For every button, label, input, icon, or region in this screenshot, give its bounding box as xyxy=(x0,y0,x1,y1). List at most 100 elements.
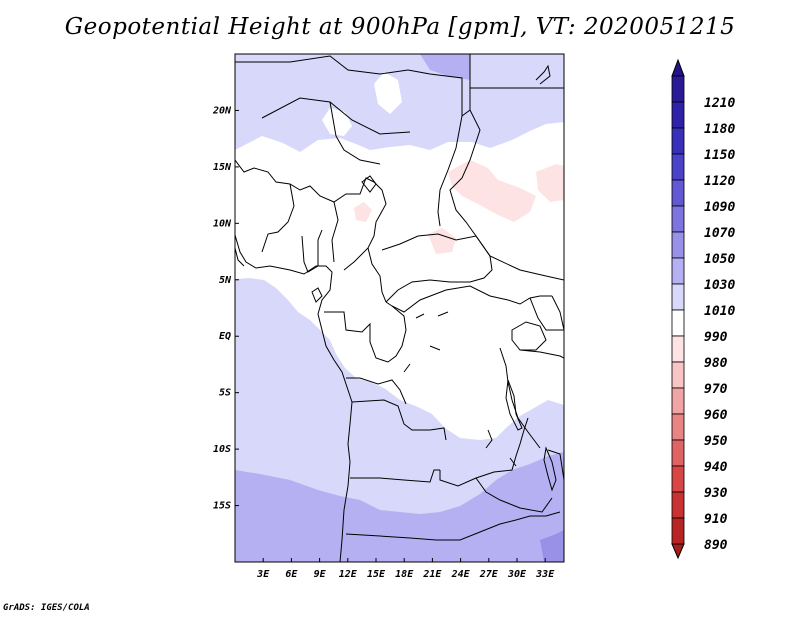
colorbar-label: 1070 xyxy=(704,226,735,241)
border-mali-algeria xyxy=(261,97,411,135)
lon-tick-label: 6E xyxy=(285,569,298,580)
colorbar-label: 890 xyxy=(704,538,728,553)
colorbar-swatch xyxy=(671,75,685,103)
colorbar-label: 960 xyxy=(704,408,728,423)
lake-chad xyxy=(361,175,377,193)
coast-east xyxy=(551,295,564,331)
colorbar-swatch xyxy=(671,231,685,259)
colorbar-label: 1010 xyxy=(704,304,735,319)
lat-tick-label: 5N xyxy=(219,275,232,286)
lake-malawi xyxy=(543,446,557,492)
map-frame xyxy=(234,53,565,563)
lat-tick-label: 5S xyxy=(219,388,231,399)
lake-volta xyxy=(311,287,323,303)
country-borders xyxy=(235,54,564,562)
colorbar-swatch xyxy=(671,387,685,415)
border-uganda-kenya xyxy=(529,297,564,331)
colorbar-label: 1090 xyxy=(704,200,735,215)
colorbar-label: 970 xyxy=(704,382,728,397)
colorbar-swatch xyxy=(671,153,685,181)
lon-tick-label: 24E xyxy=(451,569,471,580)
lon-tick-label: 12E xyxy=(339,569,358,580)
lat-tick-label: 10N xyxy=(213,218,232,229)
lon-tick-label: 30E xyxy=(507,569,527,580)
lon-tick-label: 15E xyxy=(367,569,386,580)
border-angola-south xyxy=(350,469,440,483)
lon-tick-label: 21E xyxy=(422,569,442,580)
field-white-north-patch xyxy=(322,108,352,136)
colorbar-swatch xyxy=(671,465,685,493)
river-congo-marks xyxy=(403,311,517,467)
border-angola-north xyxy=(346,377,407,405)
lake-victoria xyxy=(511,321,547,351)
border-burkina xyxy=(261,183,295,253)
border-nigeria-benin xyxy=(331,201,339,263)
colorbar-label: 1030 xyxy=(704,278,735,293)
field-mid-south xyxy=(235,452,564,562)
field-pink-nigeria xyxy=(354,202,372,222)
longitude-axis: 3E 6E 9E 12E 15E 18E 21E 24E 27E 30E 33E xyxy=(256,558,555,580)
map-title: Geopotential Height at 900hPa [gpm], VT:… xyxy=(64,14,736,40)
colorbar-swatch xyxy=(671,179,685,207)
colorbar-swatch xyxy=(671,517,685,545)
lon-tick-label: 9E xyxy=(314,569,327,580)
border-ghana-togo xyxy=(301,229,323,273)
colorbar-swatch xyxy=(671,101,685,129)
colorbar: 1210 1180 1150 1120 1090 1070 1050 1030 1010 990 9… xyxy=(671,58,735,560)
colorbar-label: 930 xyxy=(704,486,728,501)
colorbar-swatch xyxy=(671,491,685,519)
colorbar-label: 1150 xyxy=(704,148,735,163)
coastline-guinea xyxy=(235,247,245,267)
border-south xyxy=(515,511,561,521)
border-congo-gabon xyxy=(324,305,407,363)
colorbar-swatch xyxy=(671,413,685,441)
border-zambia xyxy=(439,417,529,487)
border-mauritania-mali xyxy=(235,55,409,75)
colorbar-swatch xyxy=(671,257,685,285)
lat-tick-label: 15N xyxy=(213,162,232,173)
colorbar-swatch xyxy=(671,127,685,155)
colorbar-swatch xyxy=(671,309,685,337)
colorbar-label: 1210 xyxy=(704,96,735,111)
field-mid-southeast xyxy=(540,530,564,562)
colorbar-swatch xyxy=(671,205,685,233)
lat-tick-label: EQ xyxy=(219,331,231,342)
lat-tick-label: 15S xyxy=(213,501,231,512)
lon-tick-label: 33E xyxy=(535,569,555,580)
border-mozambique xyxy=(547,449,564,481)
border-zimbabwe xyxy=(475,477,553,513)
colorbar-label: 950 xyxy=(704,434,728,449)
colorbar-label: 990 xyxy=(704,330,728,345)
border-drc-north xyxy=(385,285,552,313)
border-car xyxy=(381,233,493,303)
colorbar-label: 910 xyxy=(704,512,728,527)
border-mali-niger xyxy=(329,101,381,165)
colorbar-bottom-arrow xyxy=(671,543,685,560)
colorbar-top-arrow xyxy=(671,58,685,77)
border-cameroon-car xyxy=(367,247,387,303)
lon-tick-label: 3E xyxy=(256,569,270,580)
colorbar-label: 980 xyxy=(704,356,728,371)
colorbar-swatch xyxy=(671,283,685,311)
border-sudan-chad xyxy=(449,109,481,237)
lat-tick-label: 10S xyxy=(213,444,231,455)
grads-credit: GrADS: IGES/COLA xyxy=(3,603,90,613)
colorbar-swatch xyxy=(671,361,685,389)
field-pink-east xyxy=(536,164,564,202)
colorbar-swatch xyxy=(671,335,685,363)
lon-tick-label: 18E xyxy=(395,569,414,580)
colorbar-label: 1050 xyxy=(704,252,735,267)
border-niger-chad xyxy=(407,69,463,227)
border-botswana xyxy=(436,519,517,541)
border-drc-angola xyxy=(351,399,447,441)
red-sea-coast xyxy=(535,64,551,85)
coastline-west-africa xyxy=(235,234,353,562)
geopotential-field xyxy=(235,54,564,562)
lon-tick-label: 27E xyxy=(479,569,499,580)
colorbar-swatch xyxy=(671,439,685,467)
colorbar-label: 1120 xyxy=(704,174,735,189)
field-pink-chad xyxy=(448,160,536,222)
border-senegal-mali xyxy=(235,159,375,203)
latitude-axis: 20N 15N 10N 5N EQ 5S 10S 15S xyxy=(212,105,239,512)
